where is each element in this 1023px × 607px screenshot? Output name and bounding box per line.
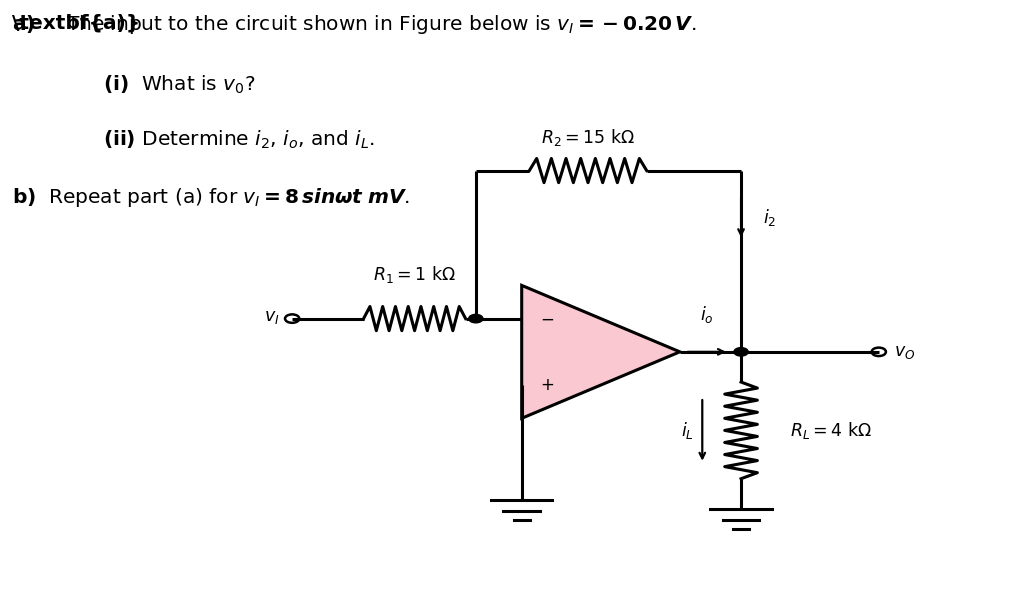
Text: $i_2$: $i_2$ — [763, 207, 776, 228]
Text: $+$: $+$ — [540, 376, 554, 394]
Text: $i_o$: $i_o$ — [700, 304, 714, 325]
Polygon shape — [522, 285, 680, 418]
Text: $R_1 = 1\ \mathrm{k\Omega}$: $R_1 = 1\ \mathrm{k\Omega}$ — [373, 265, 456, 285]
Text: $\mathbf{(i)}$  What is $\boldsymbol{v_0}$?: $\mathbf{(i)}$ What is $\boldsymbol{v_0}… — [103, 74, 256, 96]
Text: $v_O$: $v_O$ — [894, 343, 916, 361]
Text: $-$: $-$ — [540, 310, 554, 328]
Text: $\mathbf{b)}$  Repeat part (a) for $\boldsymbol{v_I = 8\,sin\omega t\;mV}$.: $\mathbf{b)}$ Repeat part (a) for $\bold… — [11, 186, 409, 209]
Text: \textbf{a)}: \textbf{a)} — [11, 13, 140, 32]
Text: $R_2 = 15\ \mathrm{k\Omega}$: $R_2 = 15\ \mathrm{k\Omega}$ — [541, 127, 635, 148]
Text: $v_I$: $v_I$ — [264, 308, 280, 327]
Text: $\mathbf{a)}$: $\mathbf{a)}$ — [11, 13, 35, 35]
Text: $i_L$: $i_L$ — [681, 420, 695, 441]
Circle shape — [469, 314, 483, 323]
Text: $\mathbf{(ii)}$ Determine $\boldsymbol{i_2}$, $\boldsymbol{i_o}$, and $\boldsymb: $\mathbf{(ii)}$ Determine $\boldsymbol{i… — [103, 128, 375, 151]
Text: The input to the circuit shown in Figure below is $\boldsymbol{v_I = -0.20\,V}$.: The input to the circuit shown in Figure… — [65, 13, 697, 36]
Circle shape — [733, 348, 748, 356]
Text: $R_L = 4\ \mathrm{k\Omega}$: $R_L = 4\ \mathrm{k\Omega}$ — [790, 420, 872, 441]
